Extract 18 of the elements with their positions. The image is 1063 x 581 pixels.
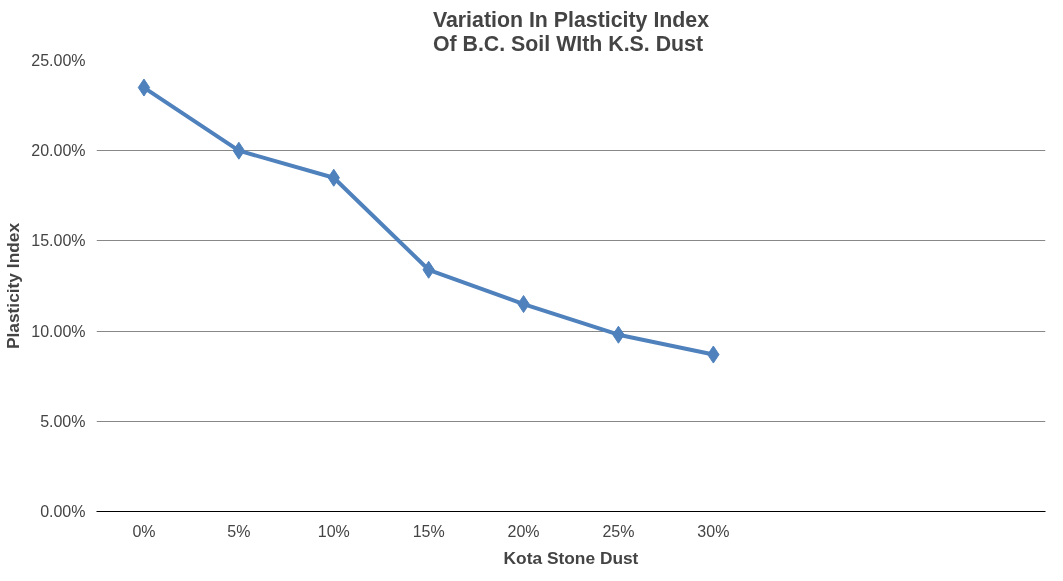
y-tick-label: 10.00%: [31, 322, 86, 340]
x-axis-title: Kota Stone Dust: [503, 547, 639, 568]
x-tick-label: 10%: [317, 522, 350, 540]
y-tick-label: 25.00%: [31, 52, 86, 69]
x-tick-label: 0%: [132, 522, 156, 540]
x-tick-label: 25%: [602, 522, 635, 540]
y-tick-label: 0.00%: [40, 503, 86, 520]
point: [232, 141, 246, 160]
y-axis-title: Plasticity Index: [3, 222, 24, 350]
y-tick-label: 15.00%: [31, 232, 86, 250]
x-tick-label: 30%: [697, 522, 730, 540]
y-tick-label: 20.00%: [31, 142, 86, 160]
y-tick-label: 5.00%: [40, 412, 86, 430]
x-tick-label: 5%: [227, 522, 251, 540]
x-tick-label: 20%: [507, 522, 540, 540]
point: [137, 78, 151, 97]
chart-title: Variation In Plasticity Index Of B.C. Soil WIth K.S. Dust: [432, 7, 710, 56]
x-tick-label: 15%: [412, 522, 445, 540]
